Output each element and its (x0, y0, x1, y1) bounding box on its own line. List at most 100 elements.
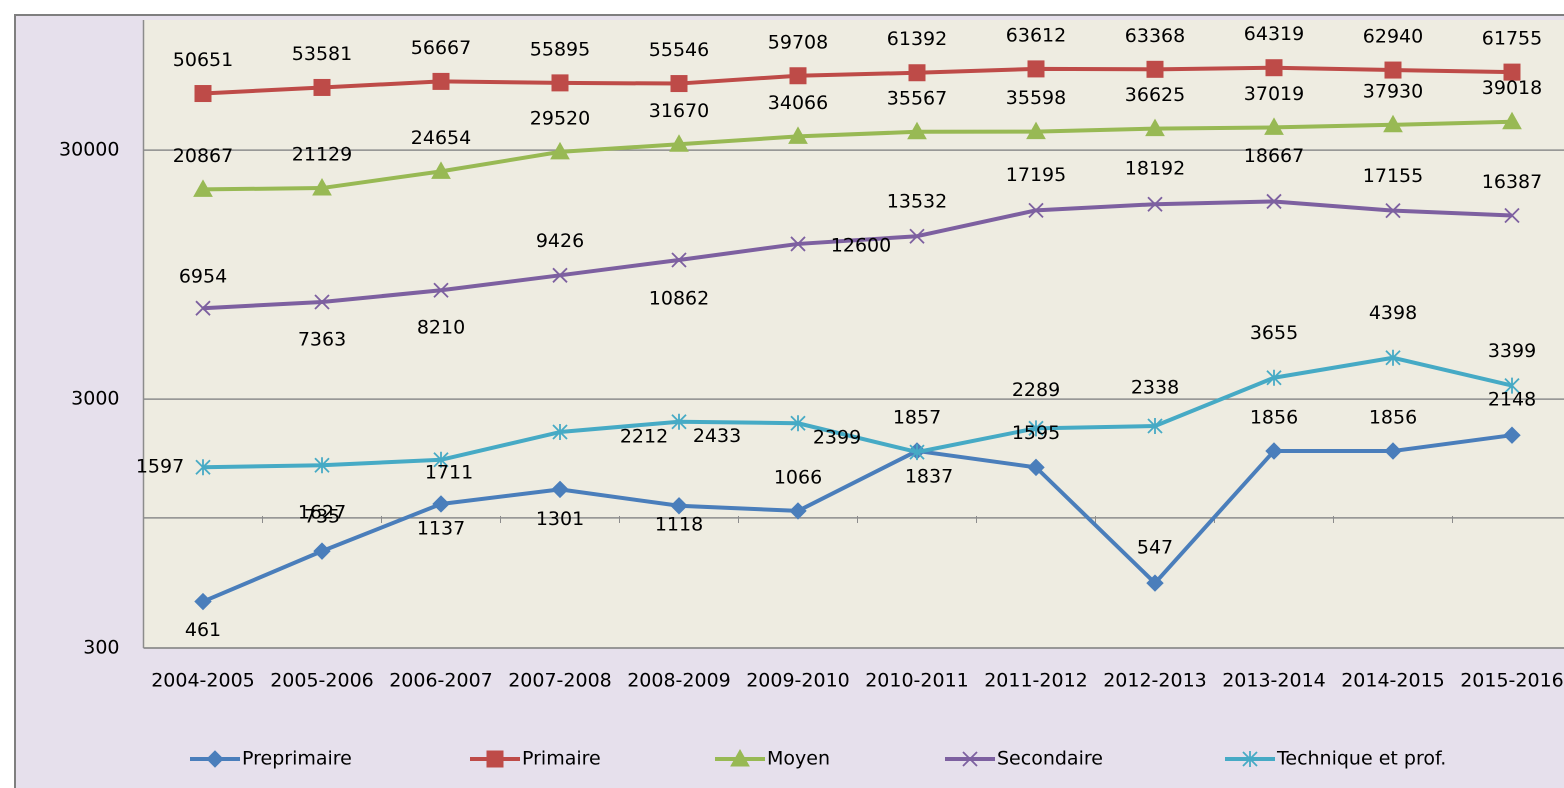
data-label: 1595 (1012, 422, 1060, 444)
marker (671, 413, 687, 430)
marker (433, 451, 449, 468)
marker (788, 126, 808, 144)
marker (551, 480, 569, 499)
data-label: 735 (304, 506, 340, 528)
marker (1146, 60, 1164, 78)
data-label: 1711 (425, 461, 473, 483)
data-label: 63368 (1125, 25, 1185, 47)
data-label: 547 (1137, 537, 1173, 559)
marker (550, 141, 570, 160)
marker (909, 228, 925, 244)
series-line (202, 355, 1513, 470)
data-label: 55895 (530, 38, 590, 60)
marker (1147, 418, 1163, 435)
marker (432, 72, 450, 90)
marker (552, 424, 568, 441)
series-line (202, 65, 1513, 96)
marker (193, 179, 213, 197)
marker (1145, 118, 1165, 137)
data-label: 59708 (768, 31, 828, 53)
data-label: 37019 (1244, 83, 1304, 105)
marker (670, 75, 688, 93)
plot-area (143, 20, 1564, 648)
marker (1383, 114, 1403, 133)
marker (486, 750, 504, 768)
data-label: 3655 (1250, 322, 1298, 344)
marker (909, 444, 925, 461)
data-label: 55546 (649, 39, 709, 61)
marker (789, 67, 807, 85)
marker (1504, 377, 1520, 394)
marker (670, 497, 688, 515)
marker (313, 78, 331, 96)
marker (908, 64, 926, 82)
data-label: 2433 (693, 425, 741, 447)
data-label: 6954 (179, 266, 227, 288)
marker (1384, 442, 1402, 460)
marker (1504, 207, 1520, 224)
marker (1265, 442, 1283, 460)
marker (1503, 63, 1521, 81)
x-tick-label: 2012-2013 (1103, 670, 1207, 692)
marker (1502, 111, 1522, 130)
data-label: 39018 (1482, 77, 1542, 99)
marker (194, 85, 212, 103)
legend-label: Technique et prof. (1276, 748, 1446, 770)
x-tick-label: 2008-2009 (627, 670, 731, 692)
data-label: 1856 (1250, 406, 1298, 428)
data-label: 1856 (1369, 406, 1417, 428)
data-label: 34066 (768, 92, 828, 114)
marker (312, 178, 332, 196)
marker (1384, 61, 1402, 79)
data-label: 1857 (893, 406, 941, 428)
x-tick-label: 2010-2011 (865, 670, 969, 692)
marker (1242, 751, 1258, 767)
data-label: 2148 (1488, 389, 1536, 411)
data-label: 2338 (1131, 377, 1179, 399)
series-line (202, 433, 1513, 604)
data-label: 17195 (1006, 164, 1066, 186)
marker (1385, 202, 1401, 219)
data-label: 2212 (620, 426, 668, 448)
data-label: 1627 (298, 502, 346, 524)
series-line (202, 119, 1513, 192)
x-tick-label: 2007-2008 (508, 670, 612, 692)
marker (314, 457, 330, 474)
legend-label: Secondaire (997, 748, 1103, 770)
marker (671, 252, 687, 268)
data-label: 1118 (655, 513, 703, 535)
x-tick-label: 2009-2010 (746, 670, 850, 692)
marker (789, 502, 807, 520)
x-tick-label: 2011-2012 (984, 670, 1088, 692)
x-tick-label: 2004-2005 (151, 670, 255, 692)
data-label: 61755 (1482, 28, 1542, 50)
marker (551, 74, 569, 92)
data-label: 62940 (1363, 26, 1423, 48)
data-label: 9426 (536, 230, 584, 252)
marker (1264, 117, 1284, 135)
data-label: 37930 (1363, 80, 1423, 102)
data-label: 1597 (136, 456, 184, 478)
marker (195, 300, 211, 316)
data-label: 20867 (173, 145, 233, 167)
marker (1026, 121, 1046, 140)
marker (1146, 574, 1164, 592)
marker (195, 459, 211, 476)
data-label: 2399 (813, 427, 861, 449)
data-label: 1137 (417, 517, 465, 539)
data-label: 13532 (887, 191, 947, 213)
marker (669, 134, 689, 152)
data-label: 461 (185, 619, 221, 641)
x-tick-label: 2015-2016 (1460, 670, 1564, 692)
marker (790, 415, 806, 432)
data-label: 16387 (1482, 171, 1542, 193)
marker (1028, 420, 1044, 437)
legend-label: Preprimaire (242, 748, 352, 770)
marker (1147, 196, 1163, 212)
data-label: 35598 (1006, 87, 1066, 109)
data-label: 1837 (905, 466, 953, 488)
data-label: 24654 (411, 127, 471, 149)
legend-label: Primaire (522, 748, 601, 770)
data-label: 10862 (649, 287, 709, 309)
data-label: 61392 (887, 28, 947, 50)
